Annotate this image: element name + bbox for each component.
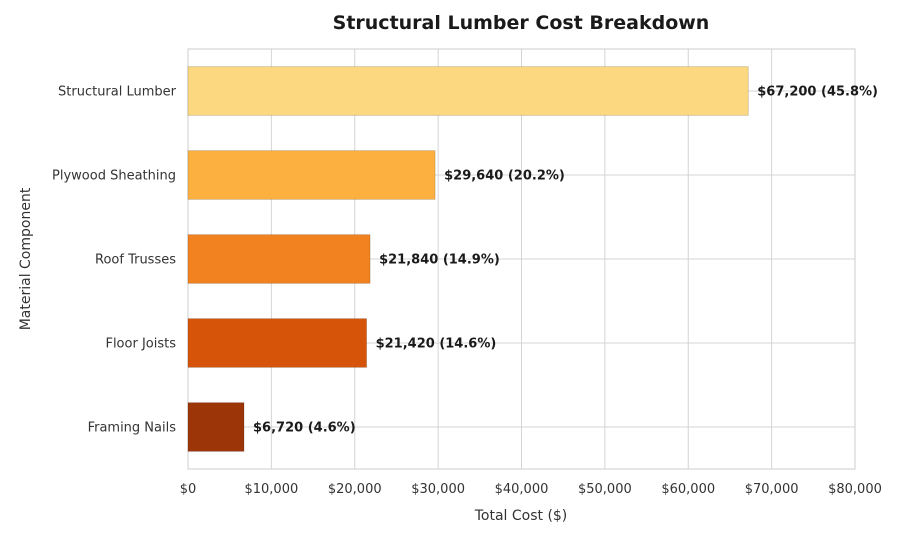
x-tick-label: $60,000 bbox=[661, 482, 715, 497]
bar bbox=[187, 150, 436, 200]
x-tick-label: $10,000 bbox=[244, 482, 298, 497]
bar bbox=[187, 318, 367, 368]
x-axis-ticks: $0 $10,000 $20,000 $30,000 $40,000 $50,000 $60… bbox=[180, 482, 882, 497]
category-label: Plywood Sheathing bbox=[52, 169, 176, 184]
y-axis-label: Material Component bbox=[18, 187, 34, 330]
category-label: Framing Nails bbox=[88, 421, 177, 436]
x-tick-label: $70,000 bbox=[745, 482, 799, 497]
x-tick-label: $50,000 bbox=[578, 482, 632, 497]
data-label: $67,200 (45.8%) bbox=[757, 85, 878, 100]
x-tick-label: $0 bbox=[180, 482, 197, 497]
chart-title: Structural Lumber Cost Breakdown bbox=[333, 12, 710, 34]
y-axis-categories: Structural Lumber Plywood Sheathing Roof T… bbox=[52, 85, 177, 436]
data-label: $21,840 (14.9%) bbox=[379, 253, 500, 268]
category-label: Floor Joists bbox=[105, 337, 176, 352]
bar bbox=[187, 234, 371, 284]
data-label: $29,640 (20.2%) bbox=[444, 169, 565, 184]
x-axis-label: Total Cost ($) bbox=[474, 508, 568, 524]
data-label: $6,720 (4.6%) bbox=[253, 421, 356, 436]
bar bbox=[187, 402, 245, 452]
x-tick-label: $30,000 bbox=[411, 482, 465, 497]
x-tick-label: $20,000 bbox=[328, 482, 382, 497]
category-label: Roof Trusses bbox=[95, 253, 176, 268]
x-tick-label: $80,000 bbox=[828, 482, 882, 497]
x-tick-label: $40,000 bbox=[495, 482, 549, 497]
bars: $67,200 (45.8%) $29,640 (20.2%) $21,840 (1… bbox=[187, 66, 878, 452]
bar bbox=[187, 66, 749, 116]
category-label: Structural Lumber bbox=[58, 85, 177, 100]
data-label: $21,420 (14.6%) bbox=[376, 337, 497, 352]
